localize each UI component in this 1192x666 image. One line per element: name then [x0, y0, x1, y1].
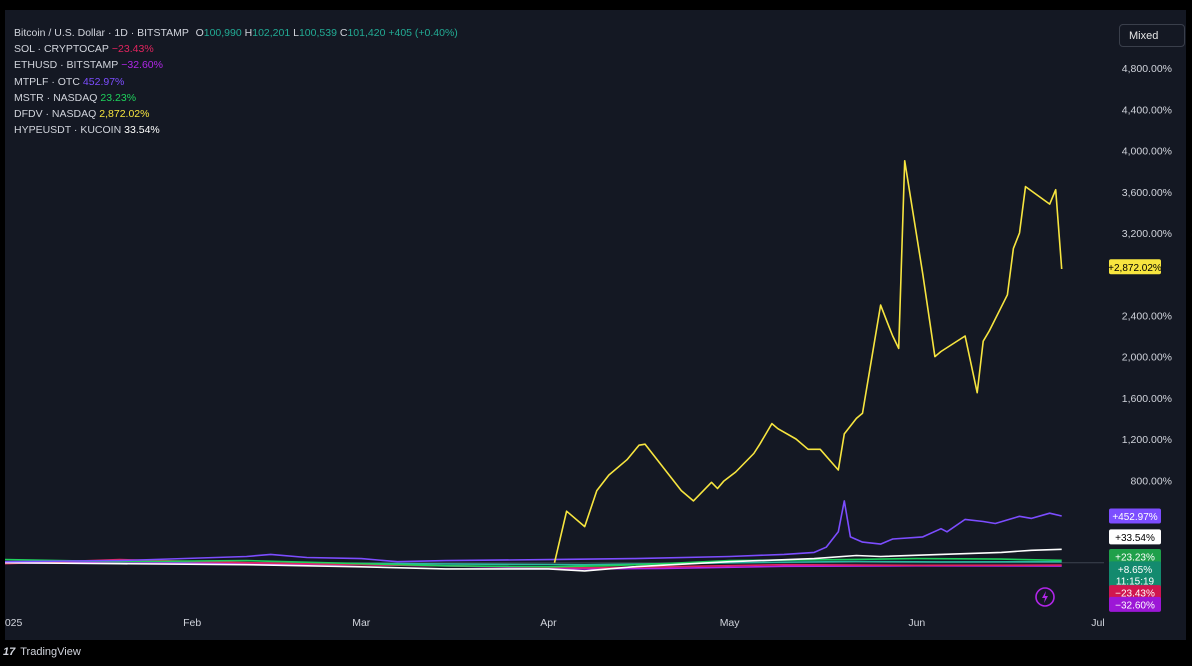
y-tick-label: 1,200.00%	[1122, 434, 1172, 446]
last-value-badge	[1109, 508, 1161, 524]
last-value-label: +452.97%	[1112, 512, 1157, 523]
last-value-badge	[1109, 596, 1161, 612]
last-value-label: +33.54%	[1115, 533, 1155, 544]
y-tick-label: 4,000.00%	[1122, 146, 1172, 158]
lightning-icon[interactable]	[1034, 586, 1056, 608]
tradingview-logo[interactable]: 17 TradingView	[3, 646, 81, 658]
last-value-label: −32.60%	[1115, 600, 1155, 611]
legend-series-label: DFDV · NASDAQ	[14, 108, 97, 121]
legend-high: 102,201	[252, 27, 291, 39]
legend-series-label: SOL · CRYPTOCAP	[14, 43, 109, 56]
x-tick-label: Apr	[540, 617, 557, 629]
legend-row[interactable]: DFDV · NASDAQ 2,872.02%	[14, 106, 458, 122]
last-value-badge	[1109, 585, 1161, 601]
last-value-badge	[1109, 529, 1161, 545]
y-tick-label: 2,400.00%	[1122, 310, 1172, 322]
legend-change: +405 (+0.40%)	[388, 27, 458, 39]
footer-bar: 17 TradingView	[0, 640, 1192, 666]
chart-pane[interactable]: 800.00% 1,200.00% 1,600.00% 2,000.00% 2,400.…	[5, 10, 1186, 662]
x-tick-label: Feb	[183, 617, 201, 629]
last-value-label: +23.23%	[1115, 553, 1155, 564]
legend-row[interactable]: SOL · CRYPTOCAP −23.43%	[14, 41, 458, 57]
tradingview-brand: TradingView	[20, 646, 81, 658]
last-value-label: +8.65%	[1118, 565, 1152, 576]
x-tick-label: 2025	[5, 617, 23, 629]
legend-series-label: HYPEUSDT · KUCOIN	[14, 124, 122, 137]
legend-series-list: SOL · CRYPTOCAP −23.43% ETHUSD · BITSTAMP −…	[14, 41, 458, 138]
legend-series-value: 33.54%	[124, 124, 160, 137]
series-line	[5, 548, 1062, 572]
legend: Bitcoin / U.S. Dollar · 1D · BITSTAMP O1…	[14, 25, 458, 138]
last-value-label: 11:15:19	[1116, 577, 1155, 588]
series-line	[5, 557, 1062, 568]
last-value-badge	[1109, 561, 1161, 577]
y-tick-label: 4,800.00%	[1122, 63, 1172, 75]
y-tick-label: 1,600.00%	[1122, 393, 1172, 405]
series-line	[553, 160, 1063, 563]
legend-open: 100,990	[203, 27, 242, 39]
legend-main-label: Bitcoin / U.S. Dollar · 1D · BITSTAMP	[14, 27, 189, 39]
y-tick-label: 3,200.00%	[1122, 228, 1172, 240]
last-value-label: +2,872.02%	[1108, 263, 1162, 274]
legend-series-value: 2,872.02%	[99, 108, 150, 121]
y-tick-label: 4,400.00%	[1122, 104, 1172, 116]
y-tick-label: 800.00%	[1131, 475, 1172, 487]
legend-ohlc: O100,990 H102,201 L100,539 C101,420 +405…	[195, 27, 458, 39]
x-tick-label: Mar	[352, 617, 371, 629]
last-value-badge	[1109, 259, 1161, 275]
legend-low: 100,539	[298, 27, 337, 39]
legend-series-label: MTPLF · OTC	[14, 75, 80, 88]
legend-row[interactable]: MTPLF · OTC 452.97%	[14, 74, 458, 90]
x-tick-label: Jun	[908, 617, 925, 629]
legend-close: 101,420	[347, 27, 386, 39]
last-value-badge	[1109, 549, 1161, 565]
last-value-badge	[1109, 573, 1161, 589]
legend-series-value: −23.43%	[111, 43, 154, 56]
y-tick-label: 3,600.00%	[1122, 187, 1172, 199]
legend-series-value: −32.60%	[121, 59, 163, 72]
legend-series-value: 23.23%	[100, 91, 137, 104]
last-value-label: −23.43%	[1115, 589, 1155, 600]
legend-row[interactable]: ETHUSD · BITSTAMP −32.60%	[14, 57, 458, 73]
tradingview-logo-mark: 17	[3, 646, 16, 658]
legend-row[interactable]: MSTR · NASDAQ 23.23%	[14, 90, 458, 106]
legend-series-label: MSTR · NASDAQ	[14, 91, 98, 104]
chart-plot[interactable]: 800.00% 1,200.00% 1,600.00% 2,000.00% 2,400.…	[5, 10, 1186, 640]
x-tick-label: Jul	[1091, 617, 1104, 629]
y-tick-label: 2,000.00%	[1122, 352, 1172, 364]
scale-mode-button[interactable]: Mixed	[1119, 24, 1185, 47]
legend-row-main[interactable]: Bitcoin / U.S. Dollar · 1D · BITSTAMP O1…	[14, 25, 458, 41]
series-line	[5, 500, 1062, 563]
x-tick-label: May	[720, 617, 741, 629]
legend-series-label: ETHUSD · BITSTAMP	[14, 59, 119, 72]
legend-series-value: 452.97%	[82, 75, 125, 88]
legend-row[interactable]: HYPEUSDT · KUCOIN 33.54%	[14, 122, 458, 138]
